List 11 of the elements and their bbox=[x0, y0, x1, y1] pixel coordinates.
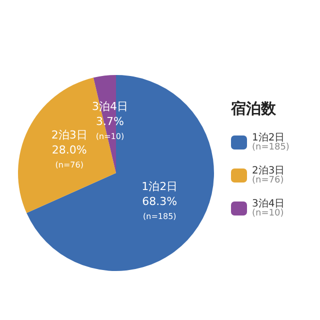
data-label: 28.0% (n=76) bbox=[52, 143, 87, 170]
text: (n=76) bbox=[252, 176, 284, 186]
data-label: 68.3% (n=185) bbox=[142, 194, 178, 221]
text: (n=10) bbox=[252, 208, 284, 218]
legend-label: 3泊4日 bbox=[252, 198, 285, 210]
slice-label: 1泊2日 bbox=[142, 180, 178, 193]
text: (n=185) bbox=[252, 142, 290, 152]
legend-title: 宿泊数 bbox=[230, 100, 277, 118]
legend-label: 2泊3日 bbox=[252, 164, 285, 176]
legend-label: 1泊2日 bbox=[252, 132, 285, 144]
slice-label: 2泊3日 bbox=[51, 128, 88, 142]
